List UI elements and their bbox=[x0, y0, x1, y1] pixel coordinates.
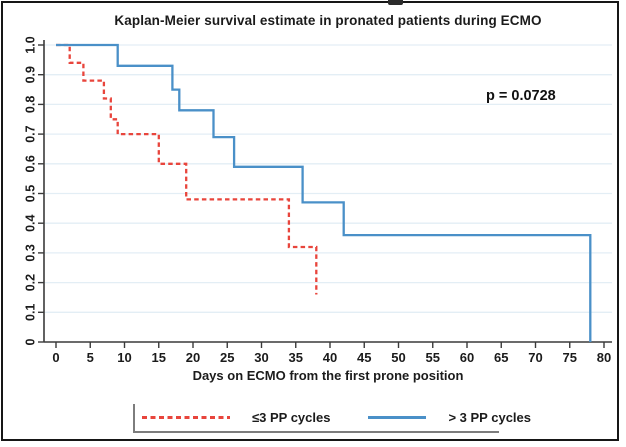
y-tick-label: 0.9 bbox=[23, 66, 37, 83]
x-axis-title: Days on ECMO from the first prone positi… bbox=[192, 368, 464, 383]
blue-solid-line-sample bbox=[368, 416, 427, 419]
x-tick-label: 15 bbox=[152, 350, 166, 365]
x-tick-label: 30 bbox=[254, 350, 268, 365]
legend-item-gt3-cycles: > 3 PP cycles bbox=[330, 410, 531, 425]
y-tick-label: 0.2 bbox=[23, 274, 37, 291]
red-dashed-line-sample bbox=[142, 416, 230, 419]
x-tick-label: 20 bbox=[186, 350, 200, 365]
y-tick-label: 0.7 bbox=[23, 125, 37, 142]
x-tick-label: 80 bbox=[597, 350, 611, 365]
legend-label-gt3-cycles: > 3 PP cycles bbox=[448, 410, 531, 425]
window-top-artifact bbox=[388, 0, 403, 5]
y-tick-label: 0.4 bbox=[23, 214, 37, 231]
x-tick-label: 75 bbox=[563, 350, 577, 365]
x-tick-label: 10 bbox=[117, 350, 131, 365]
x-tick-label: 40 bbox=[323, 350, 337, 365]
x-tick-label: 50 bbox=[391, 350, 405, 365]
y-tick-label: 0.1 bbox=[23, 304, 37, 321]
x-tick-label: 70 bbox=[528, 350, 542, 365]
x-tick-label: 55 bbox=[426, 350, 440, 365]
survival-curve-le3-cycles bbox=[56, 43, 318, 295]
x-tick-label: 45 bbox=[357, 350, 371, 365]
p-value-annotation: p = 0.0728 bbox=[486, 88, 556, 104]
y-tick-label: 1.0 bbox=[23, 36, 37, 53]
y-tick-label: 0.8 bbox=[23, 96, 37, 113]
x-tick-label: 25 bbox=[220, 350, 234, 365]
y-tick-label: 0 bbox=[23, 338, 37, 345]
x-tick-label: 5 bbox=[87, 350, 94, 365]
legend-item-le3-cycles: ≤3 PP cycles bbox=[135, 410, 330, 425]
legend: ≤3 PP cycles > 3 PP cycles bbox=[133, 404, 531, 433]
x-tick-label: 35 bbox=[289, 350, 303, 365]
chart-title: Kaplan-Meier survival estimate in pronat… bbox=[114, 13, 542, 28]
y-tick-label: 0.5 bbox=[23, 185, 37, 202]
x-tick-label: 65 bbox=[494, 350, 508, 365]
legend-label-le3-cycles: ≤3 PP cycles bbox=[252, 410, 331, 425]
y-tick-label: 0.3 bbox=[23, 244, 37, 261]
y-tick-label: 0.6 bbox=[23, 155, 37, 172]
x-tick-label: 0 bbox=[52, 350, 59, 365]
survival-curve-gt3-cycles bbox=[56, 43, 592, 342]
x-tick-label: 60 bbox=[460, 350, 474, 365]
